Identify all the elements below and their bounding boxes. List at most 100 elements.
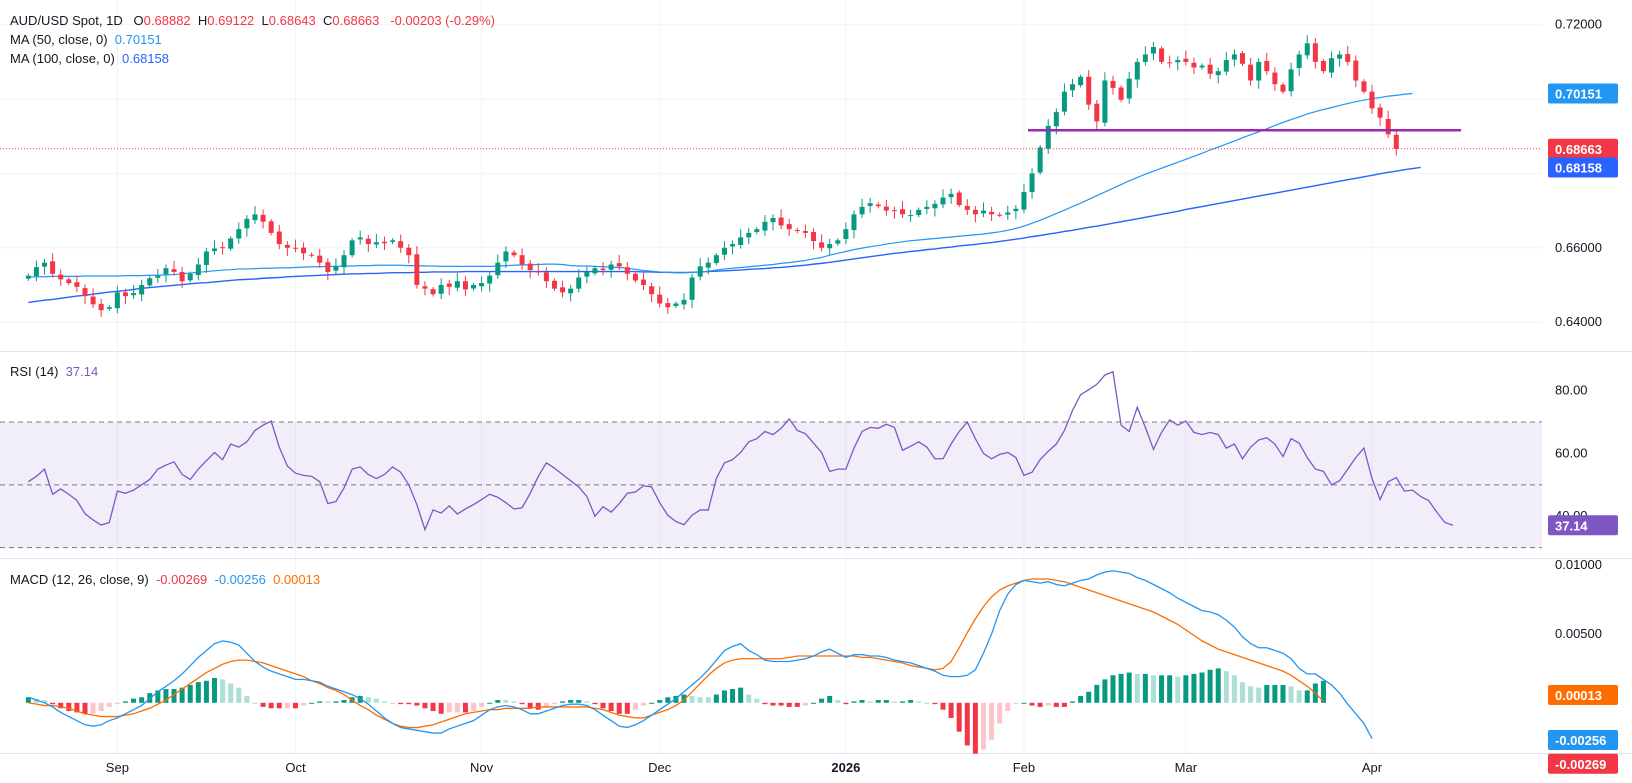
candle-body — [1280, 85, 1285, 92]
last-price-badge: 0.68663 — [1555, 142, 1602, 157]
candle-body — [1272, 73, 1277, 85]
candle-body — [212, 249, 217, 252]
candle-body — [762, 222, 767, 231]
ma100-legend[interactable]: MA (100, close, 0) 0.68158 — [10, 49, 169, 68]
macd-histogram-bar — [851, 701, 856, 702]
macd-histogram-bar — [568, 700, 573, 703]
candle-body — [277, 232, 282, 244]
high-value: 0.69122 — [207, 13, 254, 28]
candle-body — [139, 285, 144, 295]
candle-body — [204, 251, 209, 264]
macd-histogram-bar — [1280, 685, 1285, 703]
price-legend: AUD/USD Spot, 1D O0.68882 H0.69122 L0.68… — [10, 11, 495, 30]
macd-histogram-bar — [641, 703, 646, 706]
candle-body — [884, 207, 889, 211]
candle-body — [811, 232, 816, 241]
candle-body — [1078, 77, 1083, 85]
macd-histogram-bar — [746, 695, 751, 703]
candle-body — [949, 194, 954, 197]
macd-histogram-bar — [1264, 685, 1269, 703]
candle-body — [851, 214, 856, 230]
macd-histogram-bar — [876, 700, 881, 703]
macd-histogram-bar — [196, 682, 201, 703]
macd-pane[interactable] — [26, 571, 1372, 754]
candle-body — [228, 238, 233, 248]
macd-histogram-bar — [1232, 675, 1237, 703]
ma100-price-badge: 0.68158 — [1555, 160, 1602, 175]
macd-histogram-bar — [366, 697, 371, 703]
low-value: 0.68643 — [269, 13, 316, 28]
candle-body — [1394, 135, 1399, 149]
macd-histogram-bar — [520, 703, 525, 704]
candle-body — [1297, 54, 1302, 68]
candle-body — [1135, 62, 1140, 80]
macd-histogram-bar — [981, 703, 986, 750]
candle-body — [1086, 77, 1091, 105]
macd-histogram-bar — [973, 703, 978, 754]
macd-histogram-bar — [1216, 668, 1221, 702]
candle-body — [560, 287, 565, 292]
ma50-legend[interactable]: MA (50, close, 0) 0.70151 — [10, 30, 162, 49]
macd-histogram-bar — [690, 696, 695, 703]
candle-body — [997, 215, 1002, 216]
macd-histogram-bar — [1191, 674, 1196, 703]
macd-histogram-bar — [1030, 703, 1035, 706]
candle-body — [252, 214, 257, 220]
macd-histogram-bar — [843, 703, 848, 704]
candle-body — [1248, 65, 1253, 81]
macd-histogram-bar — [552, 703, 557, 704]
candle-body — [285, 245, 290, 248]
rsi-pane[interactable] — [0, 372, 1542, 548]
macd-histogram-bar — [1143, 674, 1148, 703]
candle-body — [1313, 43, 1318, 62]
macd-histogram-bar — [50, 703, 55, 704]
macd-histogram-bar — [487, 703, 492, 704]
candle-body — [1175, 60, 1180, 62]
macd-histogram-bar — [91, 703, 96, 714]
candle-body — [698, 266, 703, 276]
candle-body — [422, 286, 427, 288]
macd-histogram-bar — [1167, 675, 1172, 703]
candle-body — [196, 265, 201, 276]
macd-signal-value: 0.00013 — [273, 572, 320, 587]
macd-histogram-bar — [301, 703, 306, 706]
candle-body — [973, 210, 978, 214]
candle-body — [1159, 48, 1164, 62]
macd-histogram-bar — [228, 684, 233, 703]
macd-histogram-bar — [1005, 703, 1010, 711]
macd-hist-value: -0.00269 — [156, 572, 207, 587]
macd-histogram-bar — [884, 700, 889, 703]
macd-histogram-bar — [738, 688, 743, 703]
macd-histogram-bar — [601, 703, 606, 709]
candle-body — [787, 224, 792, 229]
rsi-legend[interactable]: RSI (14) 37.14 — [10, 362, 98, 381]
macd-histogram-bar — [916, 701, 921, 702]
candle-body — [1038, 147, 1043, 172]
macd-histogram-bar — [439, 703, 444, 714]
candle-body — [487, 276, 492, 284]
open-label: O — [134, 13, 144, 28]
candle-body — [74, 282, 79, 287]
price-pane[interactable] — [0, 35, 1542, 317]
macd-line-badge: -0.00256 — [1555, 733, 1606, 748]
candle-body — [414, 254, 419, 285]
candle-body — [123, 292, 128, 296]
macd-histogram-bar — [771, 703, 776, 706]
symbol-label[interactable]: AUD/USD Spot, 1D — [10, 13, 123, 28]
macd-histogram-bar — [115, 703, 120, 704]
macd-histogram-bar — [698, 697, 703, 703]
macd-legend[interactable]: MACD (12, 26, close, 9) -0.00269 -0.0025… — [10, 570, 320, 589]
macd-histogram-bar — [1297, 690, 1302, 702]
candle-body — [269, 221, 274, 233]
candle-body — [779, 218, 784, 226]
candle-body — [66, 279, 71, 283]
macd-histogram-bar — [261, 703, 266, 707]
macd-histogram-bar — [892, 701, 897, 702]
rsi-value-badge: 37.14 — [1555, 518, 1588, 533]
candle-body — [633, 274, 638, 281]
macd-histogram-bar — [1289, 686, 1294, 703]
macd-histogram-bar — [309, 703, 314, 704]
candle-body — [261, 215, 266, 222]
macd-histogram-bar — [406, 703, 411, 704]
